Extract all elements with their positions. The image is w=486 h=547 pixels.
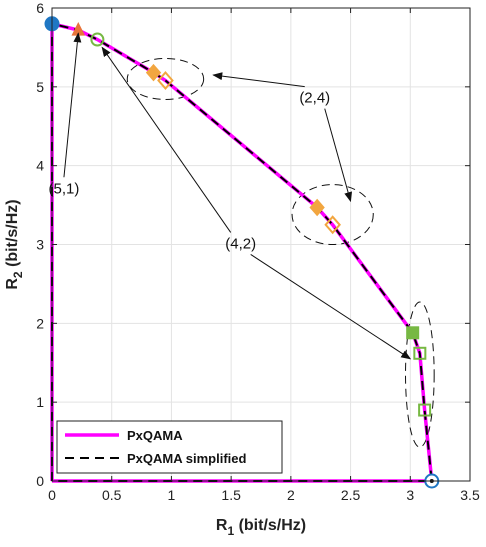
annotation-arrow	[324, 108, 353, 203]
group-ellipse	[405, 301, 435, 448]
x-axis-title: R1 (bit/s/Hz)	[216, 517, 306, 538]
annotation-arrow	[250, 254, 412, 360]
marker-diamond-open	[324, 215, 341, 235]
group-ellipse	[126, 57, 205, 100]
marker-square-open	[413, 346, 427, 360]
x-tick-label: 0	[48, 487, 56, 503]
annotation-arrow	[63, 32, 82, 178]
annotation-label: (2,4)	[299, 90, 330, 107]
marker-circle-open	[90, 32, 105, 47]
grid-lines	[51, 7, 471, 482]
y-tick-label: 0	[36, 473, 44, 489]
annotation-labels: (5,1) (2,4) (4,2)	[49, 90, 331, 253]
group-ellipse	[291, 184, 374, 246]
y-tick-label: 3	[36, 237, 44, 253]
y-axis-title: R2 (bit/s/Hz)	[4, 199, 25, 289]
x-tick-label: 2	[287, 487, 295, 503]
legend-label-pxqama: PxQAMA	[127, 428, 183, 443]
y-tick-label: 2	[36, 315, 44, 331]
x-tick-label: 0.5	[102, 487, 122, 503]
x-tick-label: 1.5	[221, 487, 241, 503]
annotation-label: (5,1)	[49, 180, 80, 197]
y-tick-label: 1	[36, 394, 44, 410]
y-tick-label: 6	[36, 0, 44, 16]
x-tick-label: 3	[406, 487, 414, 503]
legend-label-pxqama-simplified: PxQAMA simplified	[127, 451, 246, 466]
axis-ticks: 0 0.5 1 1.5 2 2.5 3 3.5 0 1 2 3 4 5 6	[36, 0, 480, 503]
marker-square-filled	[406, 326, 420, 340]
y-tick-label: 5	[36, 79, 44, 95]
annotation-arrows	[63, 32, 412, 360]
x-tick-label: 3.5	[460, 487, 480, 503]
annotation-label: (4,2)	[225, 235, 256, 252]
marker-square-open	[418, 403, 432, 417]
marker-diamond-filled	[309, 198, 325, 217]
legend-box	[56, 420, 283, 474]
marker-diamond-filled	[145, 63, 162, 82]
annotation-arrow	[212, 72, 305, 88]
x-tick-label: 2.5	[341, 487, 361, 503]
group-ellipses	[126, 57, 435, 448]
legend: PxQAMA PxQAMA simplified	[56, 420, 283, 474]
marker-diamond-open	[157, 71, 174, 91]
y-tick-label: 4	[36, 158, 44, 174]
x-tick-label: 1	[168, 487, 176, 503]
annotation-arrow	[101, 46, 232, 233]
